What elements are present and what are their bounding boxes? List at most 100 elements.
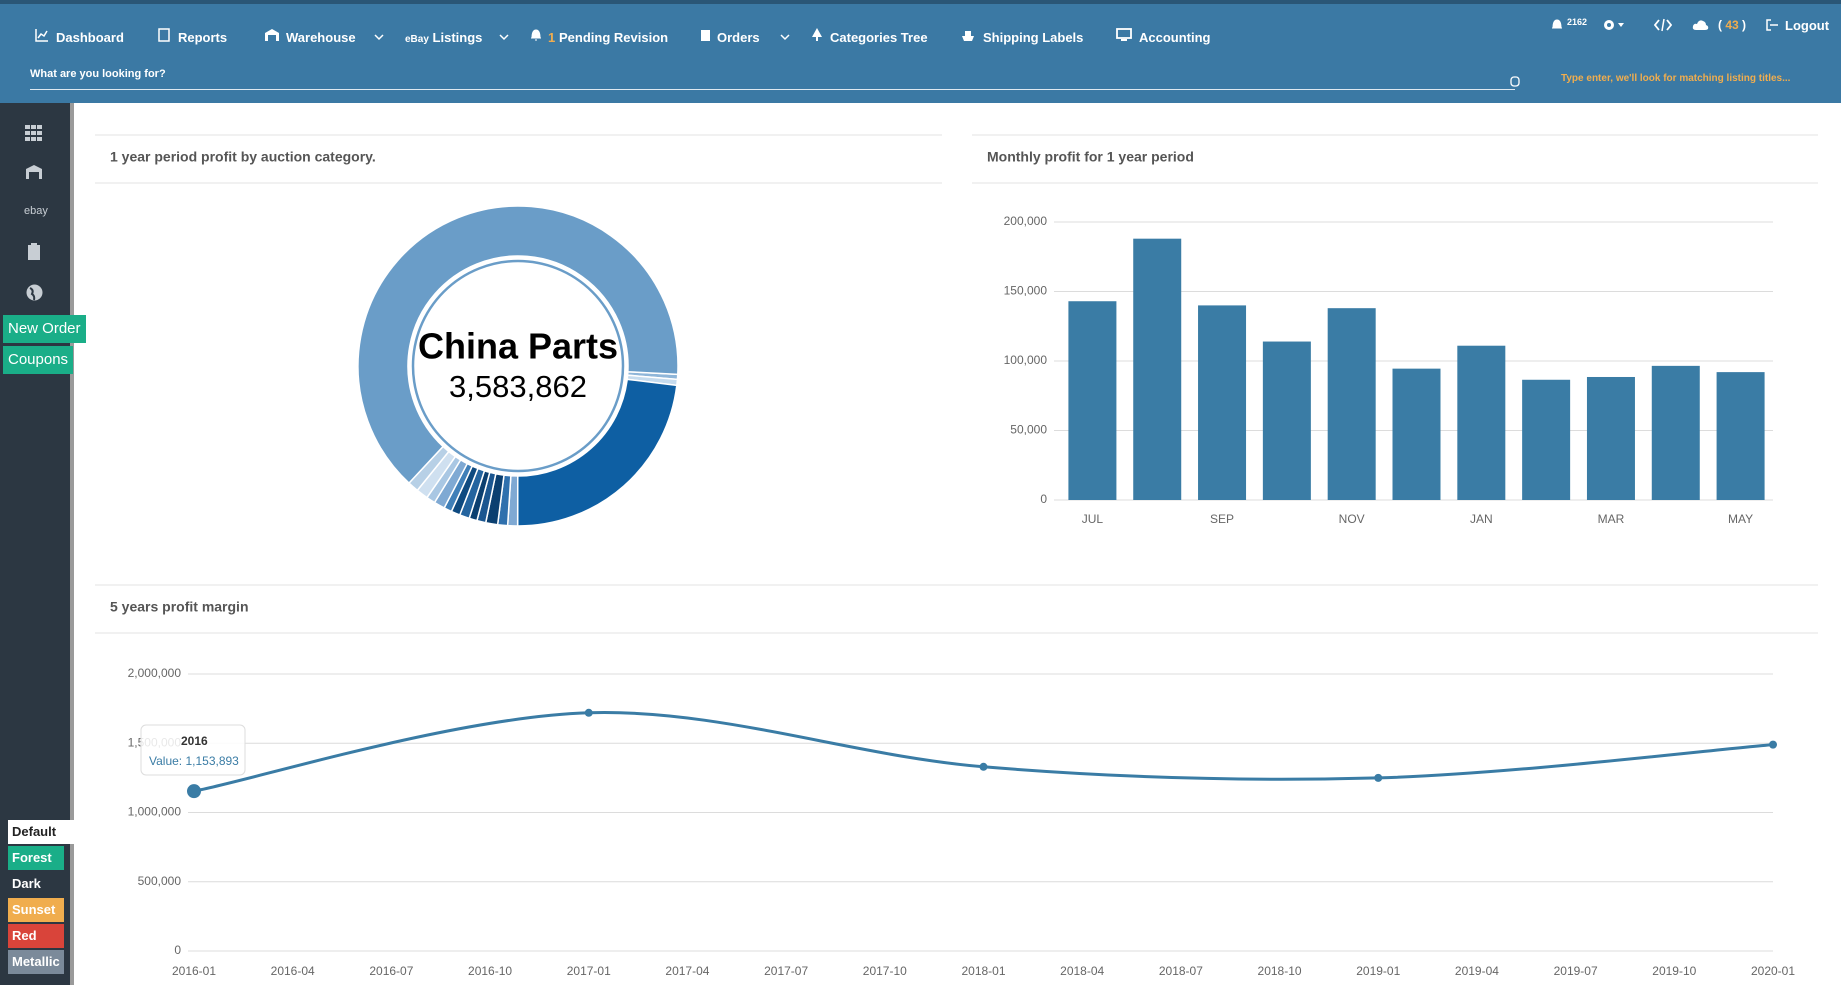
paren: (: [1718, 18, 1722, 32]
x-tick-label: 2019-01: [1356, 964, 1400, 978]
nav-link[interactable]: eBay Listings: [405, 30, 482, 45]
dropdown-caret[interactable]: [499, 34, 509, 41]
icon-cloud[interactable]: [1692, 18, 1710, 31]
search-box[interactable]: What are you looking for?: [30, 68, 1515, 90]
y-tick-label: 150,000: [1004, 284, 1048, 298]
sidebar-button[interactable]: New Order: [3, 315, 86, 343]
line-series: [193, 711, 1774, 793]
dropdown-caret[interactable]: [374, 34, 384, 41]
bar: [1198, 305, 1247, 500]
icon-warehouse: [265, 29, 279, 41]
icon-grid[interactable]: [25, 125, 43, 141]
y-tick-label: 0: [1040, 492, 1047, 506]
donut-hover-ring: [411, 259, 625, 473]
bar: [1327, 308, 1376, 500]
y-tick-label: 100,000: [1004, 353, 1048, 367]
theme-button[interactable]: Dark: [8, 872, 64, 896]
bar: [1068, 301, 1117, 500]
icon-logout: [1766, 19, 1778, 31]
paren: ): [1742, 18, 1747, 32]
theme-button[interactable]: Sunset: [8, 898, 64, 922]
line-point: [1769, 740, 1777, 749]
icon-tree: [812, 28, 822, 41]
x-tick-label: 2016-10: [468, 964, 512, 978]
search-hint: Type enter, we'll look for matching list…: [1561, 73, 1791, 84]
sidebar: ebay New Order Coupons Default Forest Dark…: [0, 103, 86, 985]
nav-link[interactable]: Reports: [178, 30, 228, 45]
nav-prefix: eBay: [405, 34, 429, 45]
nav-link[interactable]: Warehouse: [286, 30, 356, 45]
icon-warehouse[interactable]: [25, 164, 43, 180]
settings-menu[interactable]: [1602, 18, 1626, 32]
donut-center-label: China Parts: [418, 326, 618, 367]
x-tick-label: MAY: [1728, 512, 1753, 526]
y-tick-label: 2,000,000: [128, 666, 182, 680]
x-tick-label: 2016-04: [271, 964, 315, 978]
x-tick-label: JAN: [1470, 512, 1493, 526]
icon-bell[interactable]: [1551, 18, 1563, 32]
dropdown-caret[interactable]: [780, 34, 790, 41]
x-tick-label: 2019-04: [1455, 964, 1499, 978]
icon-clipboard[interactable]: [27, 243, 41, 261]
bar: [1133, 238, 1182, 500]
x-tick-label: SEP: [1210, 512, 1234, 526]
theme-button[interactable]: Red: [8, 924, 64, 948]
icon-hand: [1510, 76, 1520, 87]
theme-button[interactable]: Forest: [8, 846, 64, 870]
y-tick-label: 200,000: [1004, 214, 1048, 228]
nav-link[interactable]: Dashboard: [56, 30, 124, 45]
sidebar-button[interactable]: Coupons: [3, 346, 74, 374]
x-tick-label: 2017-10: [863, 964, 907, 978]
x-tick-label: 2017-07: [764, 964, 808, 978]
x-tick-label: 2017-04: [665, 964, 709, 978]
y-tick-label: 50,000: [1010, 423, 1047, 437]
x-tick-label: 2018-04: [1060, 964, 1104, 978]
nav-link[interactable]: Accounting: [1139, 30, 1211, 45]
x-tick-label: JUL: [1082, 512, 1104, 526]
nav-badge: 1: [548, 30, 556, 45]
search-placeholder: What are you looking for?: [30, 68, 166, 80]
nav-link[interactable]: Categories Tree: [830, 30, 928, 45]
logout-link[interactable]: Logout: [1785, 18, 1830, 33]
panel-title: 5 years profit margin: [110, 599, 249, 615]
x-tick-label: 2018-01: [961, 964, 1005, 978]
tooltip-text: Value: 1,153,893: [149, 754, 239, 768]
bar: [1522, 379, 1571, 500]
line-point: [584, 708, 593, 717]
icon-code[interactable]: [1654, 18, 1672, 32]
nav-link[interactable]: Shipping Labels: [983, 30, 1084, 45]
icon-clipboard: [701, 30, 710, 41]
bar: [1651, 365, 1700, 500]
donut-slice: [357, 205, 679, 485]
icon-file: [158, 28, 170, 42]
bar: [1392, 368, 1441, 500]
panel-title: Monthly profit for 1 year period: [987, 149, 1194, 165]
nav-link[interactable]: Orders: [717, 30, 760, 45]
icon-bell: [531, 29, 541, 41]
x-tick-label: 2020-01: [1751, 964, 1795, 978]
tooltip: 2016 Value: 1,153,893: [140, 724, 246, 776]
donut-center-value: 3,583,862: [449, 369, 587, 404]
x-tick-label: 2017-01: [567, 964, 611, 978]
theme-button[interactable]: Default: [8, 820, 75, 844]
ebay-link[interactable]: ebay: [24, 205, 48, 217]
nav-label: Listings: [432, 30, 483, 45]
icon-desktop: [1116, 28, 1132, 41]
bar: [1586, 376, 1635, 500]
x-tick-label: 2019-10: [1652, 964, 1696, 978]
theme-button[interactable]: Metallic: [8, 950, 64, 974]
icon-globe[interactable]: [26, 284, 43, 301]
panel-title: 1 year period profit by auction category…: [110, 149, 376, 165]
icon-ship: [962, 31, 974, 41]
y-tick-label: 1,000,000: [128, 805, 182, 819]
notification-count: 2162: [1567, 17, 1588, 27]
nav-link[interactable]: Pending Revision: [559, 30, 669, 45]
icon-chart: [35, 29, 48, 42]
x-tick-label: NOV: [1339, 512, 1365, 526]
line-point: [979, 762, 988, 771]
bar: [1262, 341, 1311, 500]
bar: [1716, 372, 1765, 500]
top-bar: Dashboard Reports Warehouse eBay Listing…: [0, 0, 1841, 103]
